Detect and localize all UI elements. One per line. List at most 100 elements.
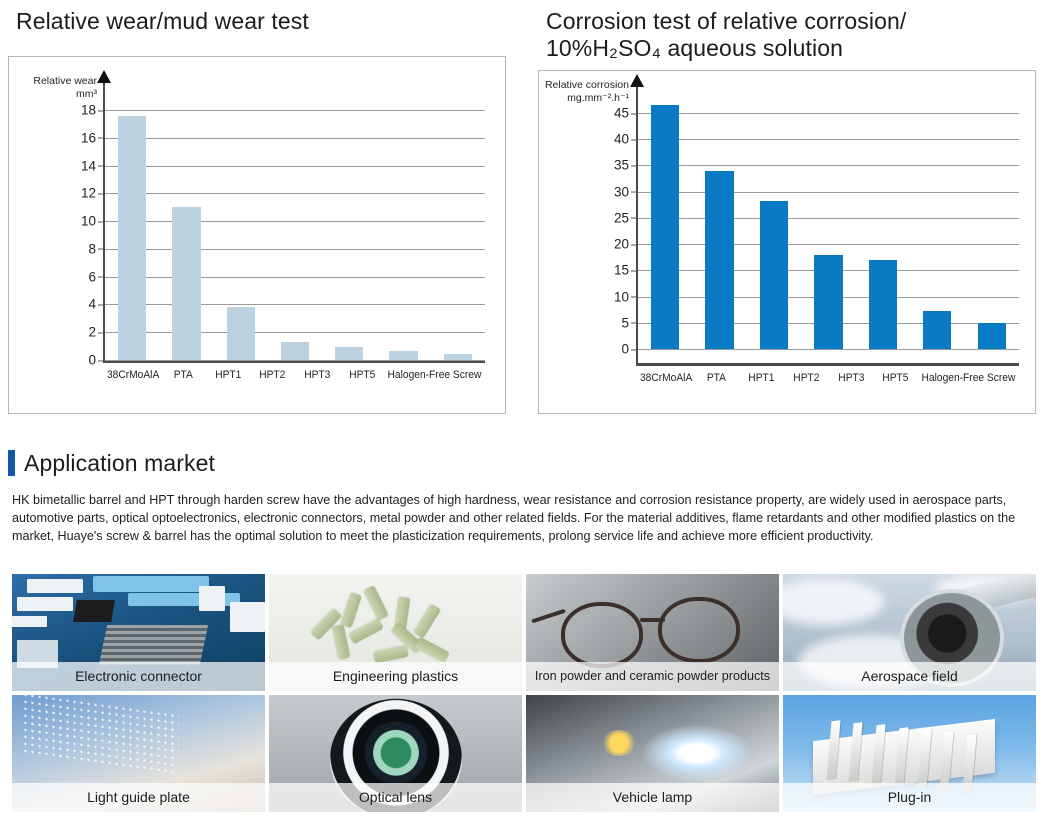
gallery-tile-engineering-plastics[interactable]: Engineering plastics [269,574,522,691]
gallery-tile-iron-powder[interactable]: Iron powder and ceramic powder products [526,574,779,691]
corrosion-chart: Relative corrosion mg.mm⁻².h⁻¹ 45 40 35 30 2… [539,71,1035,413]
x-axis-tick-label: HPT3 [304,369,331,381]
bar-hpt1 [759,200,789,349]
x-axis-tick-label: 38CrMoAlA [106,369,160,381]
charts-row: Relative wear/mud wear test Relative wea… [0,8,1044,414]
bar-series [105,110,485,360]
gridline [105,304,485,306]
bar-slot [268,110,322,360]
gallery-tile-caption: Aerospace field [783,662,1036,691]
y-axis-tick-label: 30 [614,184,638,199]
wear-x-axis-labels: 38CrMoAlA PTA HPT1 HPT2 HPT3 HPT5 Halogen-Free… [105,369,485,381]
wear-chart: Relative wear mm³ 18 16 14 12 10 8 6 4 2 0 38CrMo… [9,57,505,413]
x-axis-tick-label: HPT2 [793,372,820,384]
bar-slot [376,110,430,360]
x-axis-tick-label: Halogen-Free Screw [387,369,482,381]
gridline [105,137,485,139]
gridline [105,248,485,250]
corrosion-x-axis-labels: 38CrMoAlA PTA HPT1 HPT2 HPT3 HPT5 Halogen-Free… [638,372,1019,384]
y-axis-tick-label: 0 [621,342,638,357]
x-axis-tick-label: PTA [173,369,194,381]
gridline [105,276,485,278]
y-axis-tick-label: 18 [81,103,105,118]
gridline [105,332,485,334]
bar-slot [910,99,964,349]
wear-chart-column: Relative wear/mud wear test Relative wea… [0,8,514,414]
bar-hpt3 [335,346,364,360]
y-axis-tick-label: 5 [621,315,638,330]
gallery-tile-caption: Plug-in [783,783,1036,812]
x-axis-tick-label: HPT1 [215,369,242,381]
x-axis-tick-label: HPT5 [348,369,375,381]
application-section-heading: Application market [8,450,1044,477]
gallery-tile-caption: Light guide plate [12,783,265,812]
corrosion-section-title: Corrosion test of relative corrosion/ 10… [546,8,907,61]
corrosion-section-heading: Corrosion test of relative corrosion/ 10… [530,8,1044,70]
gridline [105,360,485,361]
gallery-tile-light-guide-plate[interactable]: Light guide plate [12,695,265,812]
y-axis-tick-label: 4 [88,297,105,312]
wear-y-axis-caption: Relative wear mm³ [33,75,97,100]
bar-hpt2 [814,254,843,349]
y-axis-tick-label: 12 [81,186,105,201]
corrosion-chart-panel: Relative corrosion mg.mm⁻².h⁻¹ 45 40 35 30 2… [538,70,1036,414]
application-section-title: Application market [24,450,215,476]
gallery-tile-aerospace[interactable]: Aerospace field [783,574,1036,691]
bar-slot [214,110,268,360]
bar-hpt1 [226,307,255,360]
gridline [638,139,1019,141]
bar-halogen-free-screw [977,323,1006,349]
gridline [105,110,485,111]
y-axis-tick-label: 14 [81,158,105,173]
wear-y-axis-line [103,83,105,363]
bar-series [638,99,1019,349]
gallery-tile-optical-lens[interactable]: Optical lens [269,695,522,812]
corrosion-chart-column: Corrosion test of relative corrosion/ 10… [530,8,1044,414]
bar-hpt3 [868,260,898,349]
bar-slot [638,99,692,349]
gridline [105,193,485,195]
bar-hpt2 [280,341,310,360]
x-axis-tick-label: 38CrMoAlA [639,372,693,384]
bar-hpt5 [923,311,952,349]
y-axis-tick-label: 8 [88,241,105,256]
y-axis-tick-label: 25 [614,210,638,225]
bar-slot [322,110,376,360]
y-axis-tick-label: 16 [81,130,105,145]
application-market-section: Application market HK bimetallic barrel … [0,450,1044,546]
gallery-tile-caption: Electronic connector [12,662,265,691]
bar-slot [692,99,746,349]
bar-pta [705,171,734,349]
bar-38crmoala [651,105,680,349]
gridline [105,165,485,167]
corrosion-plot-area: 45 40 35 30 25 20 15 10 5 0 [614,105,1019,357]
bar-slot [159,110,213,360]
gallery-tile-caption: Engineering plastics [269,662,522,691]
y-axis-arrow-icon [630,74,644,87]
bar-slot [431,110,485,360]
y-axis-tick-label: 10 [614,289,638,304]
y-axis-tick-label: 45 [614,106,638,121]
gallery-tile-electronic-connector[interactable]: Electronic connector [12,574,265,691]
gridline [638,217,1019,219]
bar-halogen-free-screw [443,353,472,360]
y-axis-tick-label: 15 [614,263,638,278]
corrosion-y-axis-line [636,87,638,366]
x-axis-tick-label: HPT5 [882,372,909,384]
wear-chart-panel: Relative wear mm³ 18 16 14 12 10 8 6 4 2 0 38CrMo… [8,56,506,414]
gallery-tile-vehicle-lamp[interactable]: Vehicle lamp [526,695,779,812]
wear-section-heading: Relative wear/mud wear test [0,8,514,56]
accent-bar [8,450,15,476]
gridline [638,244,1019,246]
gallery-tile-plug-in[interactable]: Plug-in [783,695,1036,812]
corrosion-x-axis-line [636,363,1019,366]
gridline [638,165,1019,167]
wear-x-axis-line [103,360,485,363]
bar-slot [105,110,159,360]
bar-pta [172,207,201,360]
gridline [105,221,485,223]
bar-slot [965,99,1019,349]
y-axis-tick-label: 10 [81,214,105,229]
application-gallery: Electronic connector Engineering plastic… [12,574,1036,812]
y-axis-tick-label: 2 [88,325,105,340]
